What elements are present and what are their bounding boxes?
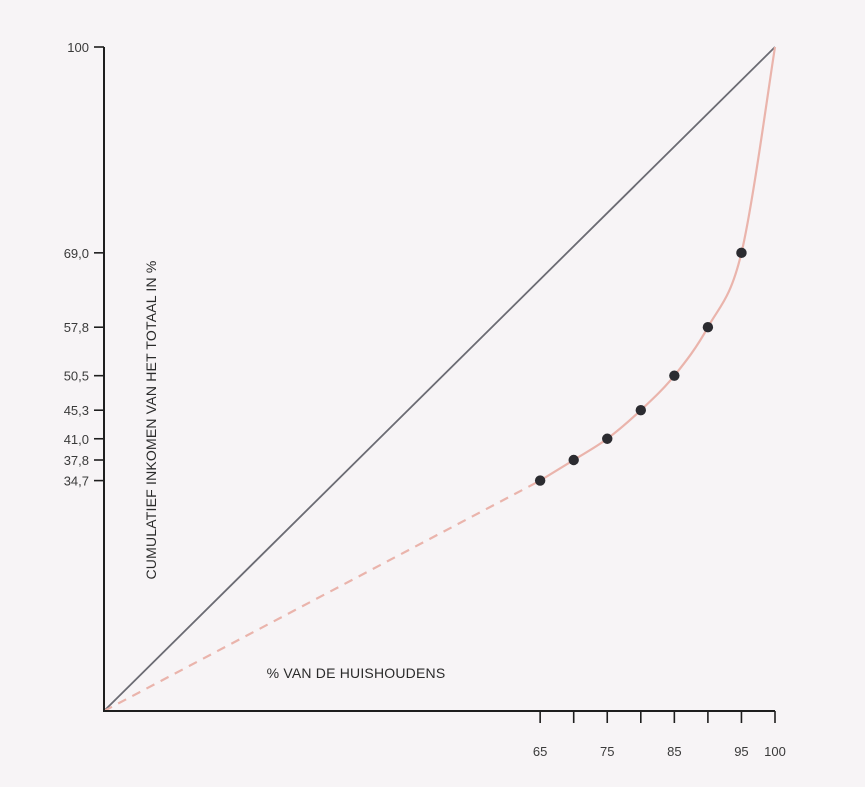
data-point [602,433,613,444]
y-tick-label: 34,7 [64,474,89,489]
x-axis-title: % VAN DE HUISHOUDENS [267,665,446,681]
points-layer [534,247,747,486]
data-point [736,247,747,259]
y-tick-label: 37,8 [64,453,89,468]
data-point [702,322,714,333]
x-tick-label: 95 [734,744,748,759]
x-tick-label: 75 [600,744,614,759]
data-point [534,475,546,486]
data-point [669,370,680,381]
x-tick-label: 65 [533,744,547,759]
x-tick-label: 100 [764,744,786,759]
ticks-layer: 65 75 85 95 100 34,7 37,8 41,0 45,3 50,5 57,8 69,0 1… [64,40,786,759]
y-tick-label: 100 [67,40,89,55]
y-tick-label: 57,8 [64,320,89,335]
y-tick-label: 69,0 [64,246,89,261]
data-point [568,454,579,466]
y-tick-label: 41,0 [64,432,89,447]
data-point [635,405,646,416]
x-tick-label: 85 [667,744,681,759]
lorenz-curve-estimated-line [103,479,541,712]
y-axis-title: CUMULATIEF INKOMEN VAN HET TOTAAL IN % [143,260,159,579]
lorenz-curve-line [539,46,777,482]
y-tick-label: 45,3 [64,403,89,418]
axes-layer [103,47,775,712]
equality-line-line [103,46,776,712]
y-tick-label: 50,5 [64,369,89,384]
